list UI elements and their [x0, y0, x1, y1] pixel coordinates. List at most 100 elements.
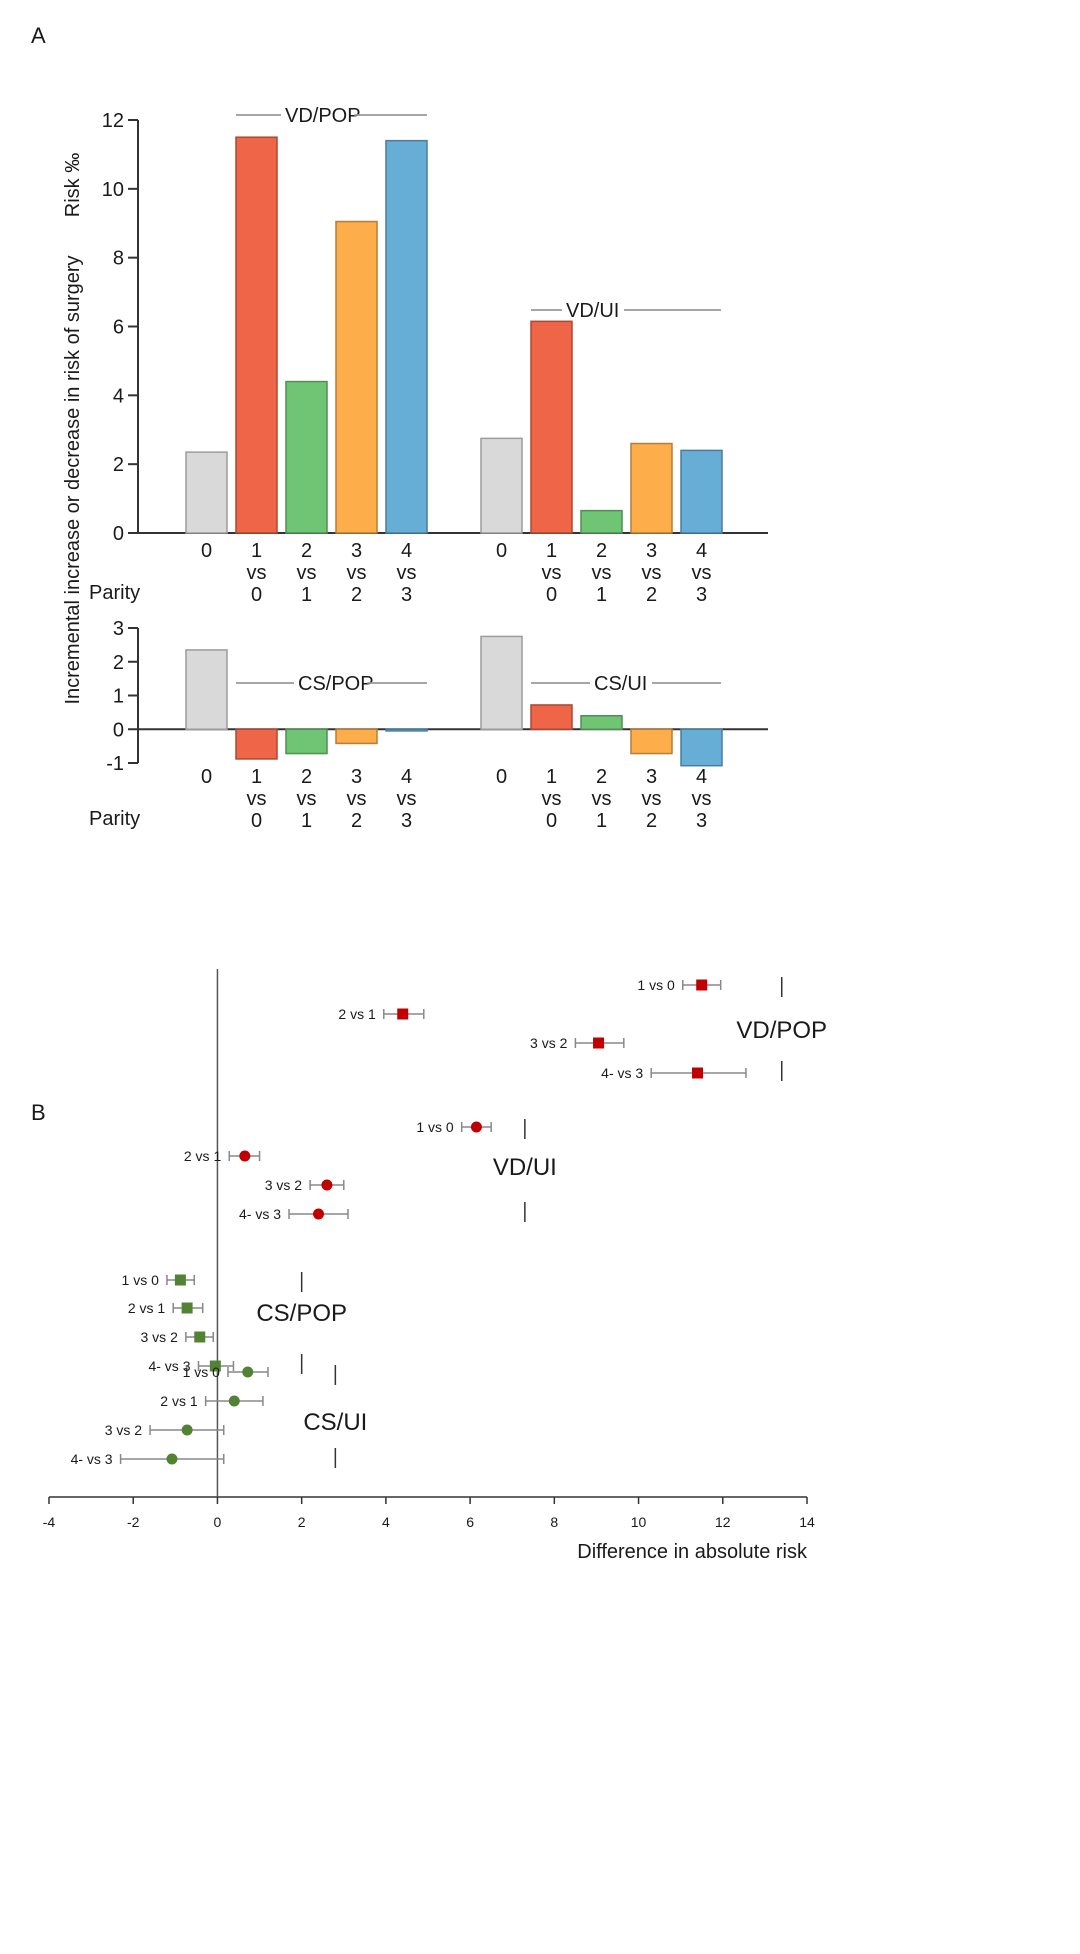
y-tick-label: 4: [113, 385, 124, 407]
x-tick-label: 14: [799, 1514, 815, 1530]
x-tick-label: vs: [347, 788, 367, 810]
x-tick-label: 2: [646, 584, 657, 606]
x-tick-label: vs: [247, 562, 267, 584]
y-tick-label: 1: [113, 686, 124, 708]
x-tick-label: 3: [401, 810, 412, 832]
y-tick-label: 12: [102, 110, 124, 132]
point-label: 2 vs 1: [128, 1300, 166, 1316]
group-label: VD/UI: [493, 1154, 557, 1181]
point-estimate-square: [692, 1067, 704, 1079]
x-tick-label: 1: [546, 540, 557, 562]
panel-a-label: A: [31, 23, 46, 48]
x-tick-label: 4: [696, 766, 707, 788]
y-tick-label: 3: [113, 618, 124, 640]
x-tick-label: vs: [397, 788, 417, 810]
point-label: 3 vs 2: [265, 1177, 303, 1193]
bar-cs-pop-3: [335, 728, 378, 745]
bar-cs-pop-2: [285, 728, 328, 755]
y-tick-label: -1: [106, 753, 124, 775]
bar-vd-ui-1: [530, 320, 573, 534]
y-tick-label: 10: [102, 179, 124, 201]
x-tick-label: vs: [247, 788, 267, 810]
bar-vd-ui-2: [580, 509, 623, 534]
x-tick-label: 4: [696, 540, 707, 562]
group-label: VD/POP: [736, 1017, 827, 1044]
x-tick-label: 2: [596, 540, 607, 562]
x-tick-label: 2: [351, 584, 362, 606]
y-tick-label: 0: [113, 523, 124, 545]
x-tick-label: vs: [692, 562, 712, 584]
group-label: VD/UI: [566, 300, 619, 322]
point-estimate-square: [174, 1274, 186, 1286]
bar-vd-ui-4: [680, 449, 723, 534]
bar-vd-pop-2: [285, 380, 328, 534]
x-tick-label: 4: [401, 766, 412, 788]
x-tick-label: 1: [596, 584, 607, 606]
point-label: 1 vs 0: [416, 1119, 454, 1135]
point-estimate-circle: [470, 1121, 482, 1133]
x-tick-label: 2: [301, 540, 312, 562]
point-estimate-square: [696, 979, 708, 991]
bar-cs-ui-1: [530, 704, 573, 731]
bar-cs-pop-0: [185, 649, 228, 730]
x-tick-label: 2: [298, 1514, 306, 1530]
y-tick-label: 2: [113, 652, 124, 674]
group-label: VD/POP: [285, 105, 361, 127]
point-label: 1 vs 0: [183, 1364, 221, 1380]
x-tick-label: vs: [297, 562, 317, 584]
point-estimate-circle: [166, 1453, 178, 1465]
x-tick-label: vs: [542, 562, 562, 584]
y-axis-label-risk: Risk ‰: [62, 153, 84, 217]
point-label: 1 vs 0: [122, 1272, 160, 1288]
point-label: 4- vs 3: [148, 1358, 190, 1374]
x-tick-label: vs: [542, 788, 562, 810]
point-label: 3 vs 2: [105, 1422, 143, 1438]
x-tick-label: 0: [546, 810, 557, 832]
x-tick-label: 12: [715, 1514, 731, 1530]
x-tick-label: 2: [646, 810, 657, 832]
point-estimate-square: [194, 1331, 206, 1343]
x-tick-label: 3: [646, 540, 657, 562]
point-estimate-circle: [239, 1150, 251, 1162]
point-estimate-circle: [242, 1366, 254, 1378]
bar-vd-pop-3: [335, 220, 378, 534]
y-tick-label: 6: [113, 317, 124, 339]
x-tick-label: vs: [692, 788, 712, 810]
bar-cs-ui-2: [580, 715, 623, 730]
x-axis-label: Difference in absolute risk: [577, 1541, 808, 1563]
x-tick-label: 1: [251, 540, 262, 562]
bar-vd-pop-1: [235, 136, 278, 534]
x-tick-label: 1: [546, 766, 557, 788]
parity-label: Parity: [89, 582, 140, 604]
group-label: CS/POP: [298, 673, 374, 695]
x-tick-label: 1: [596, 810, 607, 832]
point-estimate-circle: [321, 1179, 333, 1191]
x-tick-label: vs: [397, 562, 417, 584]
panel-b-forest-plot: -4 -2 0 2 4 6 8 10 12 14 Difference in absolute ri…: [43, 969, 827, 1563]
x-tick-label: 0: [201, 540, 212, 562]
point-estimate-square: [397, 1008, 409, 1020]
x-tick-label: 4: [382, 1514, 390, 1530]
x-tick-label: 0: [496, 766, 507, 788]
point-label: 4- vs 3: [601, 1065, 643, 1081]
x-tick-label: 0: [496, 540, 507, 562]
x-tick-label: 3: [351, 540, 362, 562]
point-label: 4- vs 3: [239, 1206, 281, 1222]
x-tick-label: 2: [351, 810, 362, 832]
group-label: CS/UI: [303, 1409, 367, 1436]
x-tick-label: 1: [301, 584, 312, 606]
point-label: 1 vs 0: [637, 977, 675, 993]
point-estimate-square: [593, 1037, 605, 1049]
x-tick-label: 4: [401, 540, 412, 562]
x-tick-label: -2: [127, 1514, 140, 1530]
x-tick-label: 8: [550, 1514, 558, 1530]
x-tick-label: vs: [592, 562, 612, 584]
point-estimate-circle: [181, 1424, 193, 1436]
x-tick-label: vs: [347, 562, 367, 584]
panel-b-label: B: [31, 1100, 46, 1125]
x-tick-label: 0: [546, 584, 557, 606]
group-label: CS/POP: [256, 1300, 347, 1327]
x-tick-label: 3: [646, 766, 657, 788]
